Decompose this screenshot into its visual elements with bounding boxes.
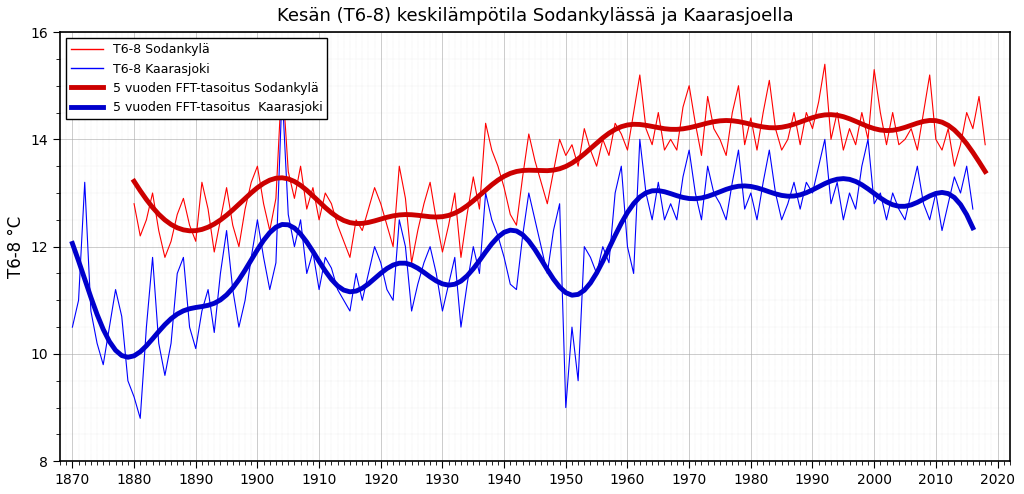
Y-axis label: T6-8 °C: T6-8 °C — [7, 215, 25, 278]
Title: Kesän (T6-8) keskilämpötila Sodankylässä ja Kaarasjoella: Kesän (T6-8) keskilämpötila Sodankylässä… — [276, 7, 794, 25]
Legend: T6-8 Sodankylä, T6-8 Kaarasjoki, 5 vuoden FFT-tasoitus Sodankylä, 5 vuoden FFT-t: T6-8 Sodankylä, T6-8 Kaarasjoki, 5 vuode… — [67, 39, 328, 119]
